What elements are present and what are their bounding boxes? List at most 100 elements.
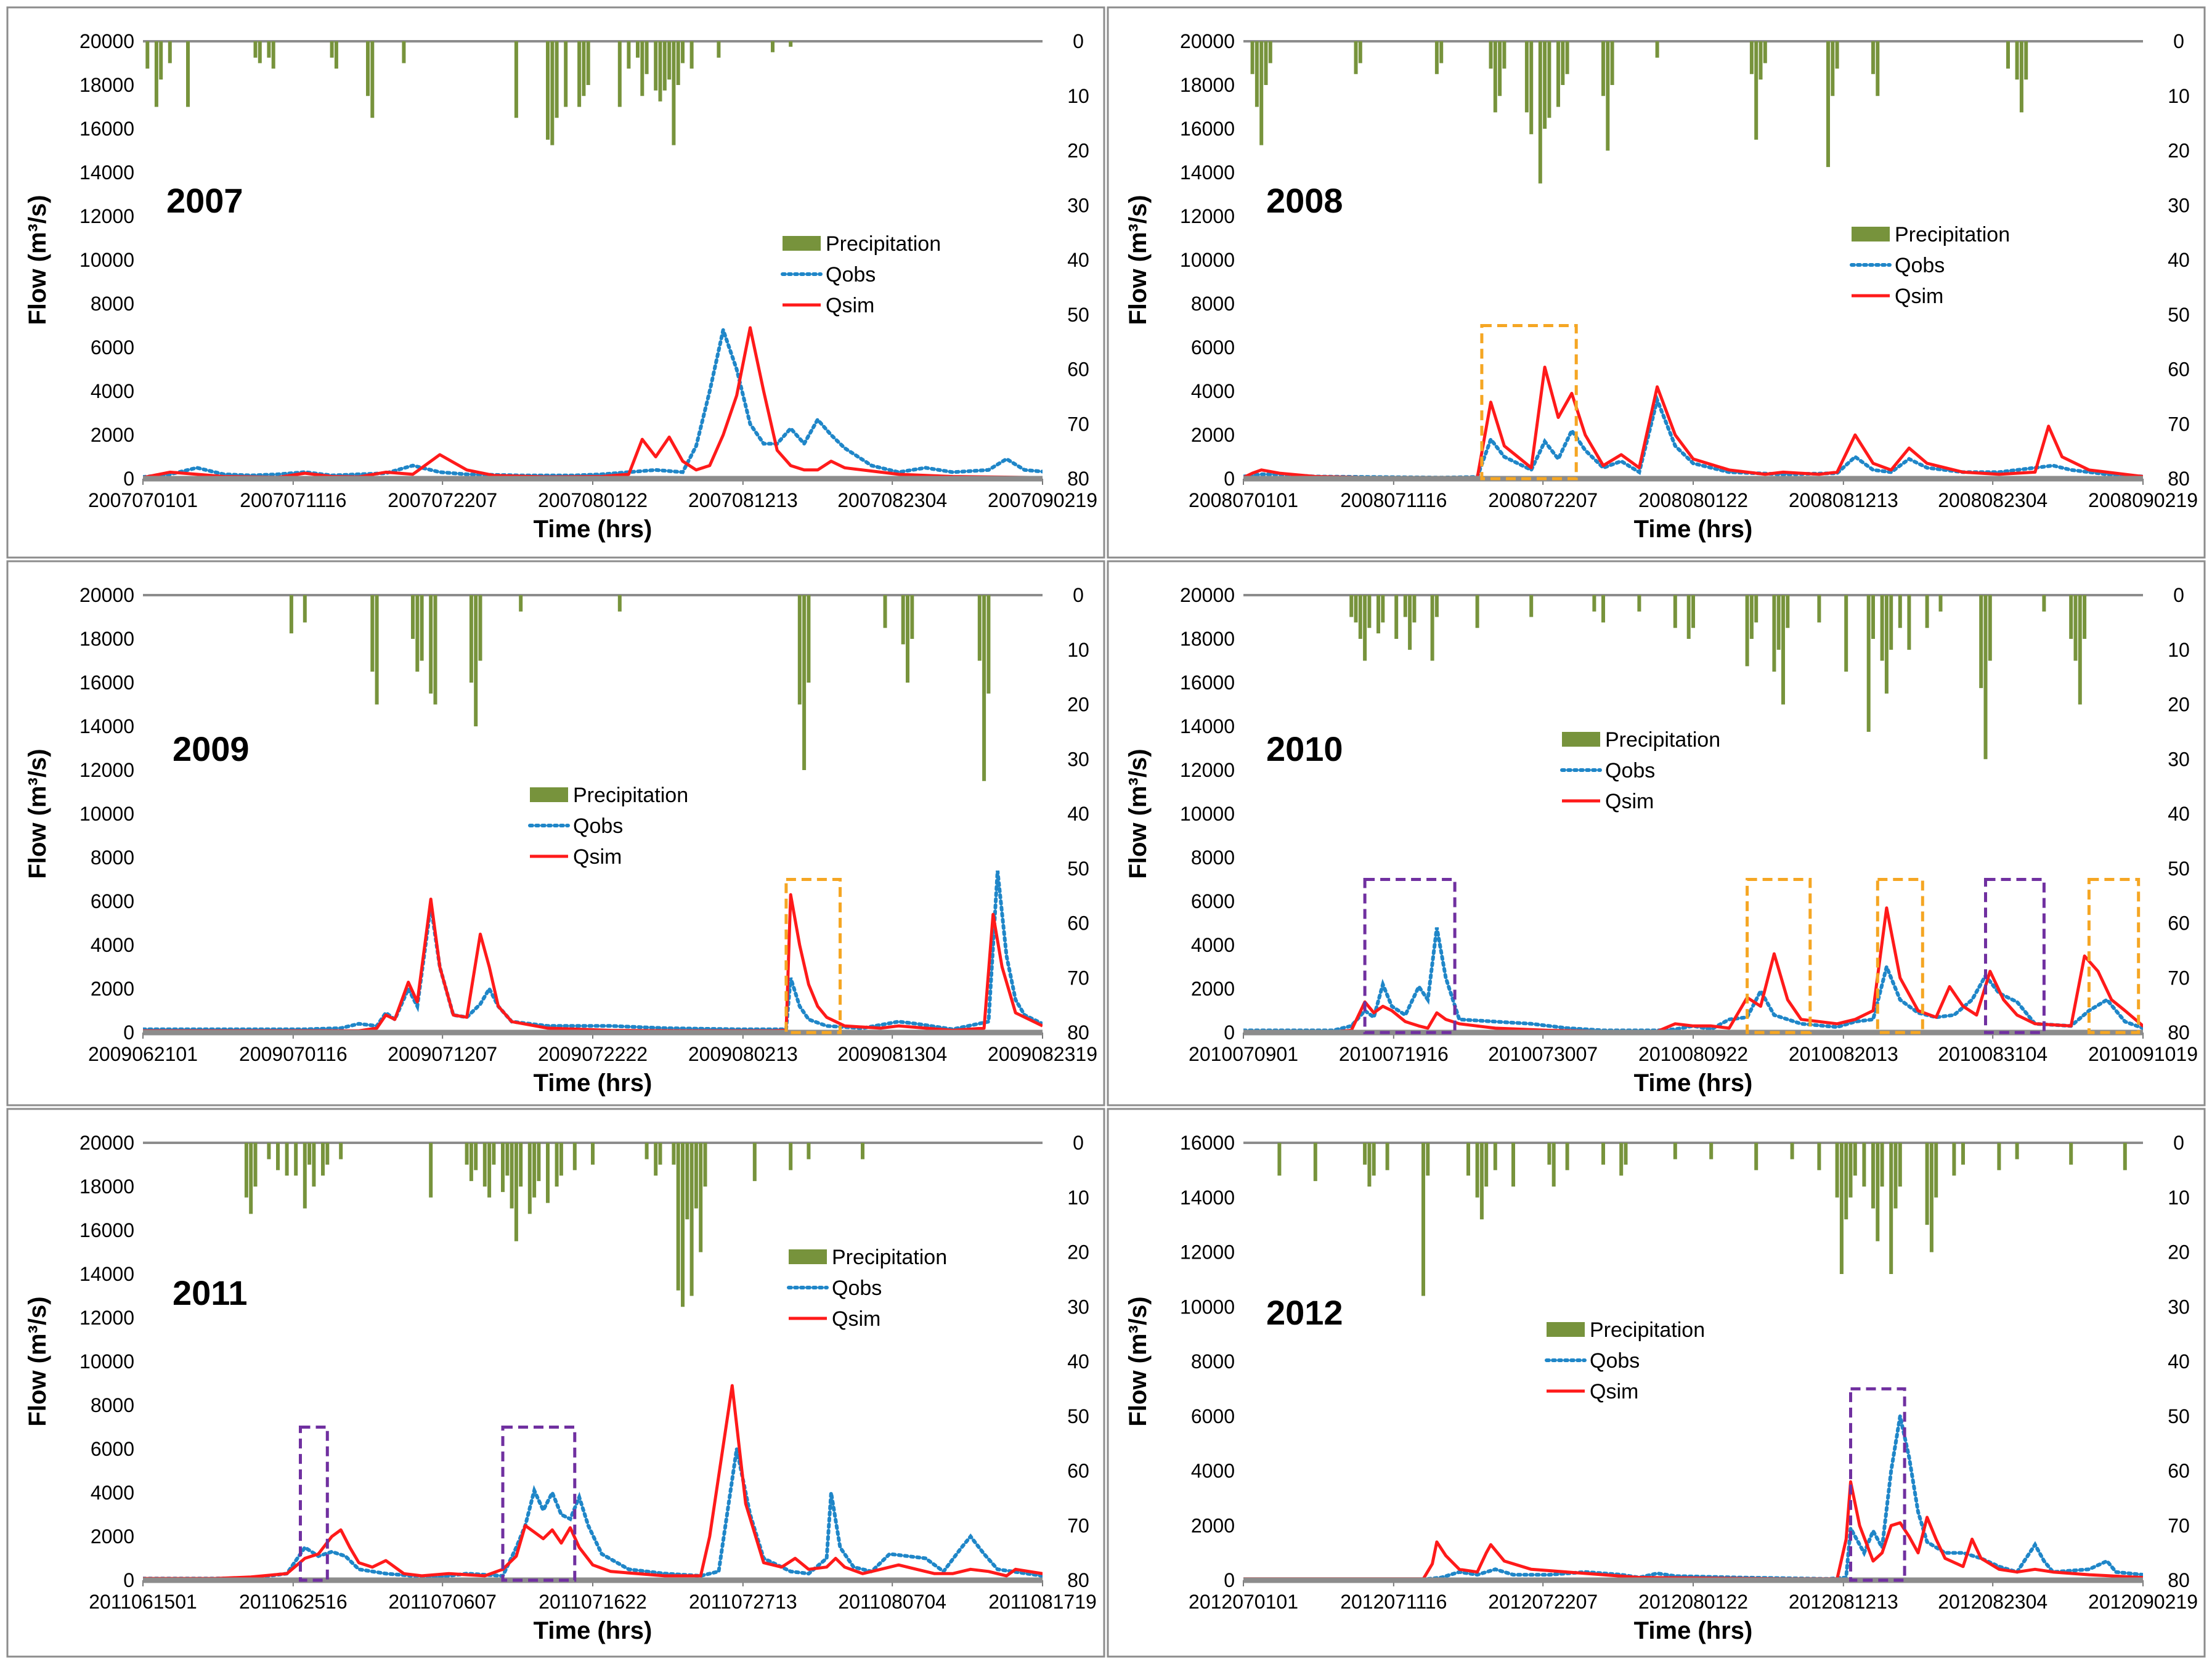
- panel-frame: [1107, 560, 2206, 1106]
- legend-precip-swatch: [1547, 1322, 1585, 1337]
- x-tick-label: 2009080213: [688, 1043, 798, 1065]
- precipitation-bar: [1493, 1143, 1497, 1171]
- y-tick-label: 4000: [91, 1482, 134, 1504]
- y-tick-label: 8000: [91, 293, 134, 315]
- y2-tick-label: 50: [2168, 1405, 2190, 1427]
- chart-title: 2009: [173, 729, 250, 768]
- y-tick-label: 18000: [79, 74, 134, 96]
- precipitation-bar: [1601, 595, 1605, 623]
- precipitation-bar: [559, 1143, 563, 1176]
- plot-area: [1243, 41, 2143, 480]
- y-tick-label: 18000: [79, 1175, 134, 1198]
- precipitation-bar: [1376, 595, 1380, 634]
- y2-tick-label: 80: [2168, 1569, 2190, 1591]
- precipitation-bar: [1493, 41, 1497, 113]
- y-tick-label: 0: [1224, 468, 1235, 490]
- x-tick-label: 2008072207: [1488, 489, 1598, 511]
- precipitation-bar: [1759, 41, 1763, 80]
- plot-area: [143, 595, 1043, 1033]
- y-tick-label: 2000: [91, 978, 134, 1000]
- precipitation-bar: [1475, 1143, 1479, 1198]
- precipitation-bar: [1754, 1143, 1759, 1171]
- precipitation-bar: [640, 41, 644, 96]
- precipitation-bar: [1434, 41, 1439, 75]
- precipitation-bar: [478, 595, 482, 661]
- x-axis-label: Time (hrs): [1634, 1069, 1753, 1097]
- precipitation-bar: [1673, 595, 1677, 628]
- precipitation-bar: [429, 595, 433, 694]
- y2-tick-label: 40: [2168, 803, 2190, 825]
- precipitation-bar: [1624, 1143, 1628, 1165]
- precipitation-bar: [555, 1143, 559, 1187]
- precipitation-bar: [1835, 41, 1839, 69]
- y-tick-label: 10000: [1180, 249, 1235, 271]
- precipitation-bar: [1385, 1143, 1389, 1171]
- y-tick-label: 8000: [1191, 846, 1235, 869]
- y2-tick-label: 70: [1067, 413, 1089, 435]
- legend-label: Qsim: [573, 845, 622, 869]
- x-tick-label: 2009062101: [88, 1043, 198, 1065]
- precipitation-bar: [330, 41, 334, 58]
- precipitation-bar: [339, 1143, 343, 1159]
- legend-label: Precipitation: [1590, 1318, 1705, 1342]
- y-tick-label: 4000: [1191, 380, 1235, 402]
- precipitation-bar: [1349, 595, 1354, 617]
- y-tick-label: 20000: [79, 584, 134, 606]
- x-tick-label: 2009070116: [239, 1043, 348, 1065]
- precipitation-bar: [1367, 595, 1372, 628]
- x-tick-label: 2007081213: [688, 489, 798, 511]
- precipitation-bar: [1434, 595, 1439, 617]
- y2-tick-label: 60: [2168, 1460, 2190, 1482]
- precipitation-bar: [492, 1143, 496, 1165]
- y2-tick-label: 40: [2168, 249, 2190, 271]
- y-tick-label: 2000: [1191, 1514, 1235, 1536]
- y2-tick-label: 50: [2168, 858, 2190, 880]
- precipitation-bar: [1403, 595, 1407, 617]
- y2-tick-label: 80: [2168, 1021, 2190, 1044]
- precipitation-bar: [1543, 41, 1547, 129]
- precipitation-bar: [1426, 1143, 1430, 1176]
- legend-label: Qobs: [1605, 759, 1655, 782]
- legend-label: Qobs: [1895, 254, 1945, 277]
- x-tick-label: 2012071116: [1340, 1591, 1447, 1613]
- y2-tick-label: 20: [2168, 1241, 2190, 1264]
- legend-label: Qsim: [832, 1307, 880, 1331]
- y2-tick-label: 70: [1067, 1514, 1089, 1536]
- precipitation-bar: [1844, 1143, 1848, 1220]
- y-tick-label: 8000: [91, 846, 134, 869]
- precipitation-bar: [636, 41, 640, 58]
- y2-tick-label: 10: [1067, 85, 1089, 107]
- precipitation-bar: [294, 1143, 298, 1176]
- y2-tick-label: 30: [2168, 194, 2190, 216]
- highlight-box-purple: [1363, 878, 1457, 1034]
- x-axis-label: Time (hrs): [1634, 1617, 1753, 1644]
- precipitation-bar: [253, 1143, 258, 1187]
- y2-tick-label: 70: [2168, 1514, 2190, 1536]
- x-tick-label: 2009071207: [388, 1043, 497, 1065]
- y2-tick-label: 10: [1067, 639, 1089, 661]
- y2-tick-label: 60: [2168, 359, 2190, 381]
- y-tick-label: 4000: [91, 380, 134, 402]
- y-tick-label: 14000: [79, 1263, 134, 1285]
- precipitation-bar: [2042, 595, 2046, 612]
- precipitation-bar: [1831, 41, 1835, 96]
- precipitation-bar: [1763, 41, 1767, 63]
- precipitation-bar: [627, 41, 631, 69]
- precipitation-bar: [572, 1143, 577, 1171]
- highlight-box-orange: [784, 878, 842, 1034]
- legend-precip-swatch: [783, 236, 821, 251]
- precipitation-bar: [249, 1143, 253, 1214]
- x-tick-label: 2012072207: [1488, 1591, 1598, 1613]
- y-tick-label: 8000: [1191, 293, 1235, 315]
- legend: Precipitation Qobs Qsim: [528, 784, 688, 869]
- legend-label: Qsim: [1590, 1380, 1638, 1403]
- y-tick-label: 6000: [1191, 1405, 1235, 1427]
- highlight-box-orange: [2087, 878, 2141, 1034]
- precipitation-bar: [307, 1143, 312, 1165]
- precipitation-bar: [672, 1143, 676, 1165]
- y-axis-label: Flow (m³/s): [24, 1296, 51, 1426]
- chart-title: 2008: [1266, 181, 1343, 220]
- y2-tick-label: 0: [2173, 30, 2184, 52]
- precipitation-bar: [514, 41, 518, 118]
- y-tick-label: 12000: [1180, 205, 1235, 227]
